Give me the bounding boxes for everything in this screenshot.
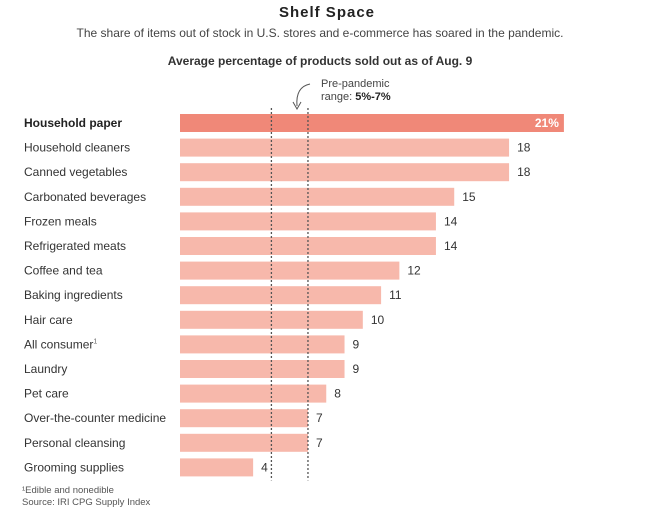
pre-pandemic-annotation: Pre-pandemic range: 5%-7% (321, 78, 391, 104)
category-label: Laundry (24, 362, 67, 376)
category-label: Coffee and tea (24, 264, 103, 278)
chart-subtitle: The share of items out of stock in U.S. … (76, 26, 564, 40)
footnotes: ¹Edible and nonedible Source: IRI CPG Su… (22, 485, 150, 509)
annotation-line2-prefix: range: (321, 91, 356, 103)
annotation-line1: Pre-pandemic (321, 78, 390, 90)
value-label: 7 (316, 411, 323, 425)
value-label: 12 (407, 264, 421, 278)
bar-hair-care (180, 310, 363, 329)
chart-title: Shelf Space (278, 4, 376, 21)
value-label: 4 (261, 460, 268, 474)
value-label: 7 (316, 436, 323, 450)
bar-grooming-supplies (180, 458, 254, 477)
bar-pet-care (180, 384, 327, 403)
value-label: 14 (444, 239, 458, 253)
bar-carbonated-beverages (180, 187, 455, 206)
category-label: Over-the-counter medicine (24, 411, 166, 425)
category-label: Carbonated beverages (24, 190, 146, 204)
footnote-note: ¹Edible and nonedible (22, 485, 114, 496)
category-label: Hair care (24, 313, 73, 327)
category-superscript: 1 (93, 338, 97, 345)
bar-all-consumer (180, 335, 345, 354)
value-label: 14 (444, 214, 458, 228)
value-label: 11 (389, 288, 402, 302)
bar-over-the-counter-medicine (180, 409, 308, 428)
bar-personal-cleansing (180, 433, 308, 452)
value-label: 10 (371, 313, 385, 327)
annotation-range-value: 5%-7% (355, 91, 391, 103)
value-label: 9 (353, 362, 360, 376)
category-label: Pet care (24, 387, 69, 401)
category-label: Grooming supplies (24, 460, 124, 474)
footnote-source: Source: IRI CPG Supply Index (22, 497, 151, 508)
bar-laundry (180, 360, 345, 378)
bar-baking-ingredients (180, 286, 382, 305)
bar-coffee-and-tea (180, 261, 400, 280)
bar-household-paper (180, 114, 564, 132)
annotation-line2: range: 5%-7% (321, 91, 391, 104)
category-label: Household paper (24, 116, 122, 130)
value-label: 8 (334, 387, 341, 401)
category-label: Refrigerated meats (24, 239, 126, 253)
bar-canned-vegetables (180, 163, 510, 182)
value-label: 21% (535, 116, 559, 130)
category-label: Household cleaners (24, 141, 130, 155)
annotation-arrow-icon (292, 83, 311, 111)
category-label: Canned vegetables (24, 165, 127, 179)
value-label: 18 (517, 165, 531, 179)
value-label: 18 (517, 141, 531, 155)
chart-heading: Average percentage of products sold out … (167, 54, 473, 68)
value-label: 15 (462, 190, 476, 204)
value-label: 9 (353, 337, 360, 351)
category-label: Baking ingredients (24, 288, 123, 302)
bar-household-cleaners (180, 138, 510, 157)
category-label: Frozen meals (24, 214, 97, 228)
category-label: Personal cleansing (24, 436, 125, 450)
category-label: All consumer1 (24, 337, 97, 351)
